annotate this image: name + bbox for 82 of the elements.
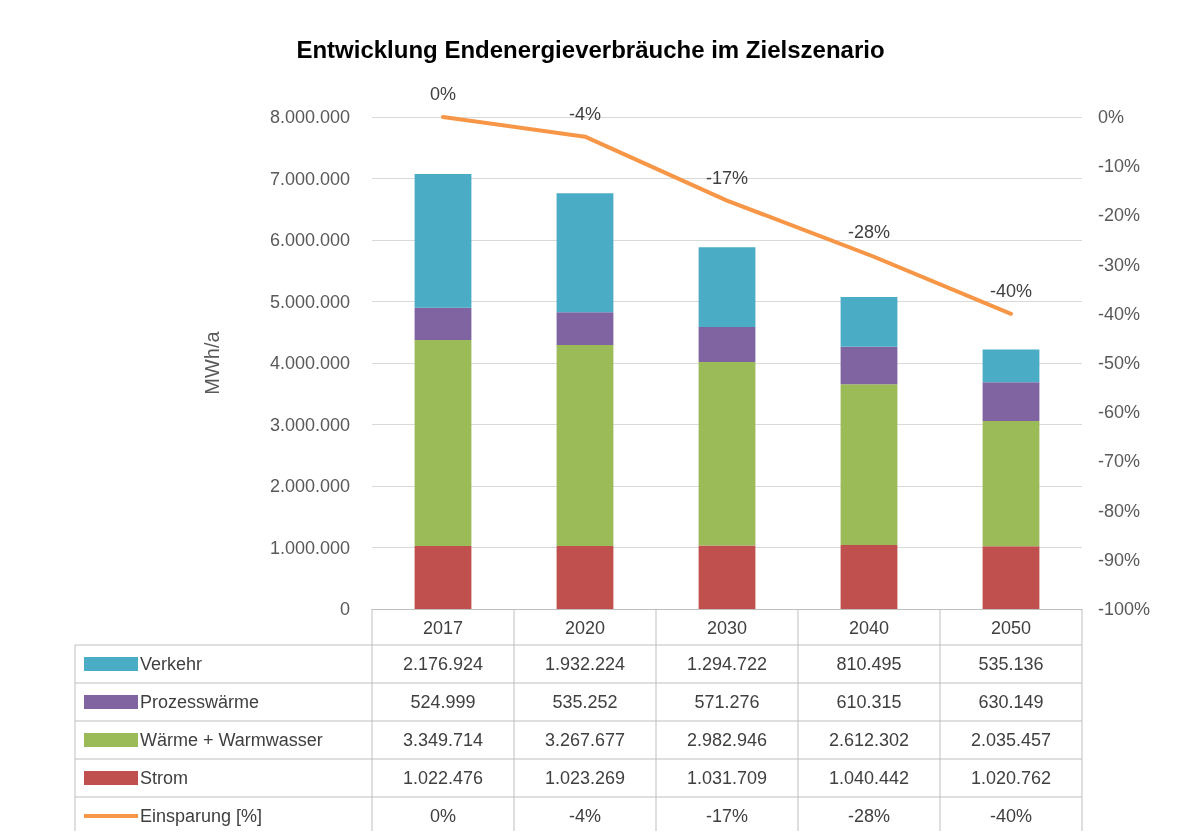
text: -4% [568, 103, 602, 124]
bar [840, 545, 898, 609]
data-label: -4% [568, 806, 602, 826]
y-tick-label: 4.000.000 [269, 353, 350, 373]
y2-tick-label: -10% [1098, 156, 1141, 177]
bar [698, 247, 756, 327]
y-tick-label: 8.000.000 [269, 107, 350, 127]
y2-tick-label: -100% [1098, 599, 1151, 619]
y2-tick-label: -30% [1098, 254, 1141, 275]
data-label: 1.020.762 [970, 768, 1052, 788]
bar [840, 296, 898, 347]
data-label: 535.136 [978, 654, 1044, 674]
legend-label: Strom [140, 768, 189, 788]
data-label: 2.612.302 [828, 730, 910, 750]
bar [414, 173, 472, 308]
data-label: -40% [989, 806, 1033, 826]
data-label: 1.023.269 [544, 768, 626, 788]
chart-title: Entwicklung Endenergieverbräuche im Zielszenario [296, 35, 885, 63]
bar [840, 384, 898, 546]
data-label: 2.176.924 [402, 654, 484, 674]
data-label: 1.031.709 [686, 768, 768, 788]
data-label: 535.252 [552, 692, 618, 712]
bar [982, 546, 1040, 609]
text: -28% [847, 221, 891, 242]
x-tick-label: 2020 [564, 618, 606, 638]
data-label: 810.495 [836, 654, 902, 674]
data-label: 524.999 [410, 692, 476, 712]
data-label: 3.267.677 [544, 730, 626, 750]
text: -40% [989, 280, 1033, 301]
bar [414, 546, 472, 609]
legend-label: Wärme + Warmwasser [140, 730, 323, 750]
data-label: 1.022.476 [402, 768, 484, 788]
data-label: 1.040.442 [828, 768, 910, 788]
y-tick-label: 0 [339, 599, 350, 619]
y-tick-label: 7.000.000 [269, 168, 350, 189]
legend-label: Einsparung [%] [140, 806, 263, 826]
bar [556, 193, 614, 313]
legend-label: Verkehr [140, 654, 203, 674]
y-axis-title: MWh/a [201, 330, 223, 395]
y-tick-label: 5.000.000 [269, 291, 350, 312]
data-label: 3.349.714 [402, 730, 484, 750]
bar [414, 307, 472, 341]
y-tick-label: 2.000.000 [269, 476, 350, 496]
bar [414, 340, 472, 547]
data-label: 2.035.457 [970, 730, 1052, 750]
text: 0% [429, 84, 457, 104]
x-tick-label: 2017 [422, 618, 464, 638]
bar [698, 326, 756, 363]
y2-tick-label: -80% [1098, 500, 1141, 521]
data-label: 630.149 [978, 692, 1044, 712]
y2-tick-label: -90% [1098, 549, 1141, 570]
data-label: 1.294.722 [686, 654, 768, 674]
legend-label: Prozesswärme [140, 692, 260, 712]
x-tick-label: 2040 [848, 618, 890, 638]
y-tick-label: 1.000.000 [269, 537, 350, 558]
y2-tick-label: 0% [1098, 107, 1125, 127]
data-label: 2.982.946 [686, 730, 768, 750]
data-label: -28% [847, 806, 891, 826]
bar [982, 382, 1040, 422]
bar [556, 546, 614, 609]
bar [982, 349, 1040, 383]
y2-tick-label: -50% [1098, 353, 1141, 373]
text: -17% [705, 167, 749, 188]
bar [698, 362, 756, 546]
data-label: -17% [705, 806, 749, 826]
x-tick-label: 2050 [990, 618, 1032, 638]
y2-tick-label: -70% [1098, 451, 1141, 472]
bar [556, 312, 614, 346]
bar [556, 345, 614, 547]
y2-tick-label: -20% [1098, 205, 1141, 226]
data-label: 610.315 [836, 692, 902, 712]
data-label: 1.932.224 [544, 654, 626, 674]
bar [698, 545, 756, 609]
bar [840, 346, 898, 385]
y-tick-label: 6.000.000 [269, 230, 350, 250]
data-label: 0% [429, 806, 457, 826]
data-label: 571.276 [694, 692, 760, 712]
x-tick-label: 2030 [706, 618, 748, 638]
bar [982, 421, 1040, 547]
y2-tick-label: -40% [1098, 303, 1141, 324]
y-tick-label: 3.000.000 [269, 414, 350, 435]
y2-tick-label: -60% [1098, 402, 1141, 423]
